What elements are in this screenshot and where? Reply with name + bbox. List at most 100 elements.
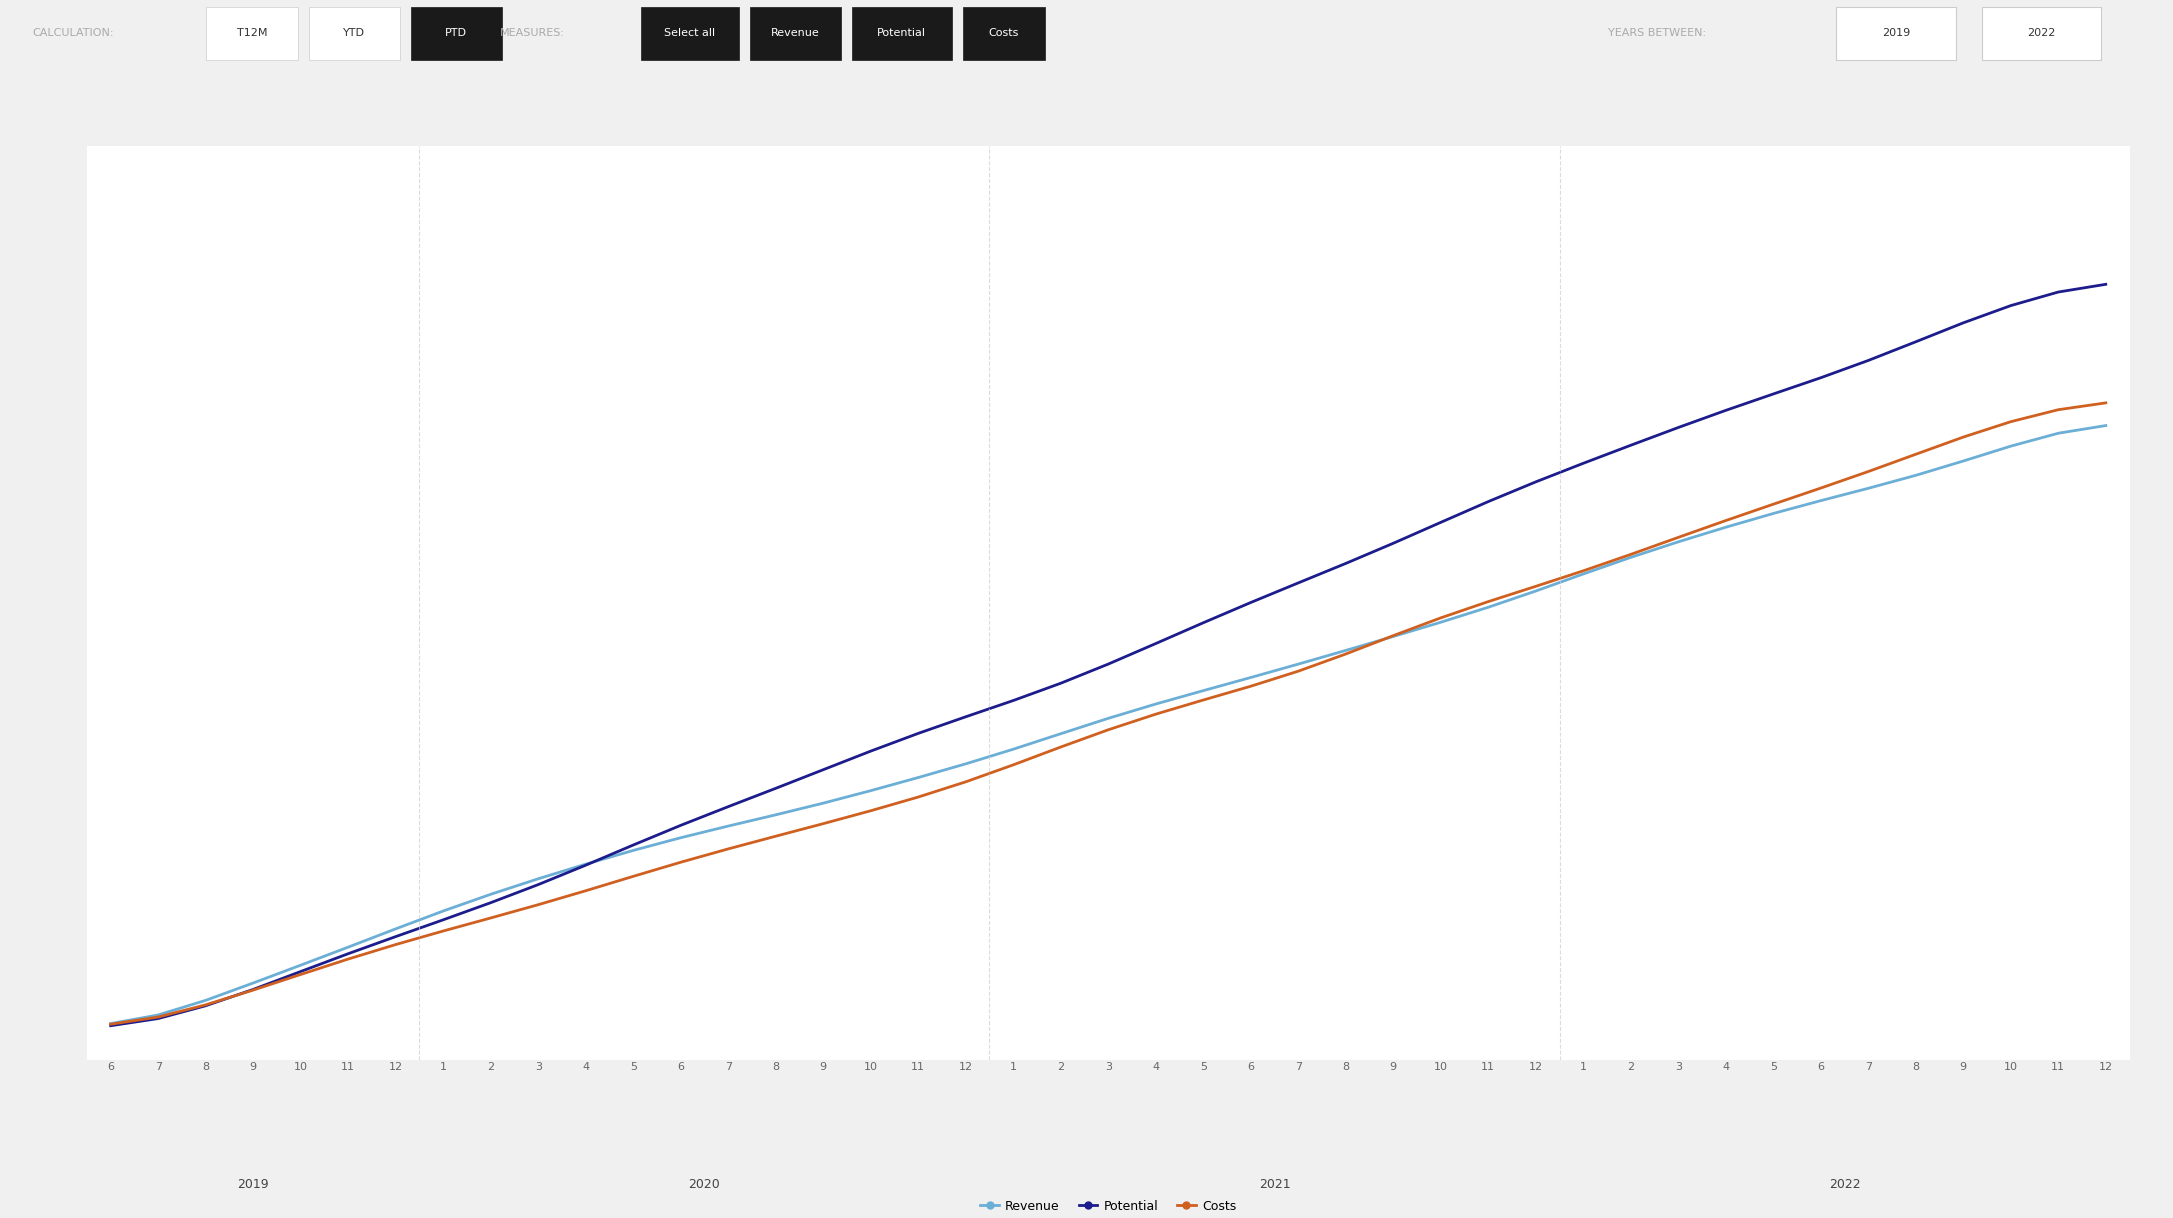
Revenue <box>1332 643 1358 658</box>
Revenue <box>1712 520 1738 535</box>
Text: YTD: YTD <box>343 28 365 39</box>
Text: 2019: 2019 <box>1882 28 1910 39</box>
FancyBboxPatch shape <box>1836 7 1956 60</box>
Costs <box>1191 693 1217 708</box>
Revenue <box>574 857 600 872</box>
Costs <box>1617 547 1643 561</box>
FancyBboxPatch shape <box>641 7 739 60</box>
Revenue <box>1191 683 1217 698</box>
Text: Revenue: Revenue <box>771 28 819 39</box>
Potential <box>1617 438 1643 453</box>
Potential <box>906 726 932 741</box>
Potential <box>1808 370 1834 385</box>
Potential <box>2093 276 2119 291</box>
Costs <box>287 967 313 982</box>
Text: Potential: Potential <box>878 28 926 39</box>
FancyBboxPatch shape <box>206 7 298 60</box>
Potential <box>1191 615 1217 630</box>
Revenue <box>619 843 645 857</box>
Costs <box>1332 647 1358 661</box>
Revenue <box>1760 507 1786 521</box>
Revenue <box>1475 600 1502 615</box>
Costs <box>715 842 741 856</box>
Revenue <box>1239 670 1265 685</box>
Potential <box>335 946 361 961</box>
Costs <box>1239 678 1265 693</box>
Potential <box>430 912 456 927</box>
Revenue <box>715 818 741 833</box>
Potential <box>1949 315 1975 330</box>
FancyBboxPatch shape <box>411 7 502 60</box>
Revenue <box>1997 438 2023 453</box>
Revenue <box>1523 583 1549 598</box>
Legend: Revenue, Potential, Costs: Revenue, Potential, Costs <box>976 1195 1241 1218</box>
Costs <box>1047 739 1073 754</box>
Costs <box>952 775 978 789</box>
Potential <box>1997 298 2023 313</box>
Costs <box>1904 447 1930 462</box>
Potential <box>478 895 504 910</box>
Costs <box>811 816 837 831</box>
Potential <box>952 709 978 723</box>
Revenue <box>1856 481 1882 496</box>
Costs <box>1760 497 1786 512</box>
FancyBboxPatch shape <box>309 7 400 60</box>
Revenue <box>2045 426 2071 441</box>
Text: CALCULATION:: CALCULATION: <box>33 28 115 39</box>
Revenue <box>952 756 978 771</box>
Costs <box>2045 402 2071 417</box>
Revenue <box>1904 468 1930 482</box>
Costs <box>619 870 645 884</box>
Potential <box>858 744 884 759</box>
Potential <box>1904 335 1930 350</box>
Potential <box>98 1018 124 1033</box>
Line: Costs: Costs <box>111 403 2106 1024</box>
Potential <box>1239 596 1265 610</box>
Revenue <box>478 887 504 901</box>
Costs <box>146 1010 172 1024</box>
Text: 2022: 2022 <box>2027 28 2056 39</box>
Potential <box>1047 676 1073 691</box>
Revenue <box>1949 454 1975 469</box>
Revenue <box>241 976 267 990</box>
Potential <box>2045 285 2071 300</box>
Potential <box>1475 495 1502 509</box>
Potential <box>382 929 409 944</box>
Revenue <box>1284 657 1310 671</box>
Potential <box>619 838 645 853</box>
Costs <box>98 1017 124 1032</box>
FancyBboxPatch shape <box>963 7 1045 60</box>
Revenue <box>146 1007 172 1022</box>
Text: Select all: Select all <box>665 28 715 39</box>
Potential <box>1428 515 1454 530</box>
FancyBboxPatch shape <box>750 7 841 60</box>
Potential <box>811 762 837 777</box>
Costs <box>667 855 693 870</box>
Revenue <box>2093 418 2119 432</box>
Costs <box>906 789 932 804</box>
Potential <box>1095 657 1121 671</box>
Costs <box>763 829 789 844</box>
FancyBboxPatch shape <box>852 7 952 60</box>
FancyBboxPatch shape <box>1982 7 2101 60</box>
Revenue <box>526 871 552 885</box>
Costs <box>1475 594 1502 609</box>
Revenue <box>1095 711 1121 726</box>
Costs <box>1712 513 1738 527</box>
Text: PTD: PTD <box>445 28 467 39</box>
Text: 2020: 2020 <box>689 1179 719 1191</box>
Costs <box>1949 430 1975 445</box>
Costs <box>1143 706 1169 721</box>
Potential <box>146 1011 172 1026</box>
Revenue <box>1143 697 1169 711</box>
Potential <box>1712 403 1738 418</box>
Costs <box>1997 414 2023 429</box>
Text: MEASURES:: MEASURES: <box>500 28 565 39</box>
Revenue <box>1665 535 1691 549</box>
Text: Costs: Costs <box>989 28 1019 39</box>
Potential <box>1284 576 1310 591</box>
Potential <box>574 857 600 872</box>
Line: Revenue: Revenue <box>111 425 2106 1023</box>
Costs <box>335 951 361 966</box>
Revenue <box>335 940 361 955</box>
